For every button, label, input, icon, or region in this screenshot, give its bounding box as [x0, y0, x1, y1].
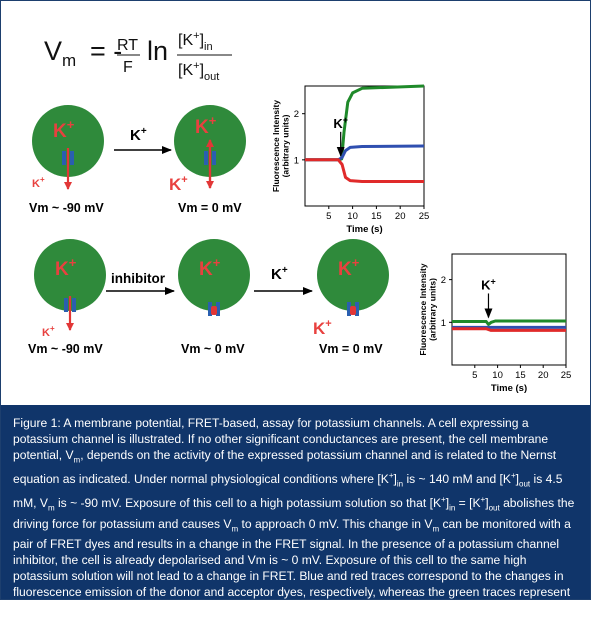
y-tick-label: 2 — [294, 109, 299, 120]
inhibitor-arrow: inhibitor — [106, 271, 175, 295]
svg-text:[K+]in: [K+]in — [178, 30, 213, 53]
x-tick-label: 10 — [492, 370, 503, 381]
svg-text:K+: K+ — [195, 113, 217, 138]
channel-icon — [208, 302, 212, 316]
cell-resting-2: K+ K+ Vm ~ -90 mV — [28, 239, 106, 356]
channel-icon — [347, 302, 351, 316]
channel-icon — [64, 298, 68, 312]
svg-text:F: F — [123, 59, 133, 76]
svg-text:inhibitor: inhibitor — [111, 271, 166, 286]
series-line — [305, 158, 424, 183]
inhibitor-block-icon — [350, 306, 356, 315]
x-tick-label: 15 — [371, 211, 382, 222]
series-line — [452, 319, 566, 326]
fret-chart-1: 5 10 15 20 25 1 2 Time (s) Fluorescence Intensit… — [271, 84, 430, 235]
channel-icon — [62, 151, 66, 165]
svg-text:[K+]out: [K+]out — [178, 60, 219, 83]
svg-text:K+: K+ — [199, 255, 221, 280]
svg-text:K+: K+ — [55, 255, 77, 280]
cell-inhibited: K+ Vm ~ 0 mV — [178, 239, 250, 356]
x-axis-label: Time (s) — [346, 224, 382, 235]
x-tick-label: 20 — [395, 211, 406, 222]
x-tick-label: 25 — [561, 370, 572, 381]
x-tick-label: 5 — [326, 211, 331, 222]
svg-text:K+: K+ — [42, 324, 55, 339]
y-axis-label: Fluorescence Intensity(arbitrary units) — [271, 100, 291, 192]
fret-chart-2: 5 10 15 20 25 1 2 Time (s) Fluorescence Intensit… — [418, 253, 572, 394]
svg-text:K+: K+ — [130, 126, 147, 144]
voltage-label: Vm ~ -90 mV — [28, 342, 103, 356]
x-tick-label: 10 — [347, 211, 358, 222]
k-addition-arrow-2: K+ — [254, 265, 313, 295]
cell-ion-label: K+ — [53, 117, 75, 142]
k-addition-arrow: K+ — [114, 126, 172, 154]
voltage-label: Vm ~ -90 mV — [29, 201, 104, 215]
voltage-label: Vm ~ 0 mV — [181, 342, 245, 356]
y-tick-label: 1 — [441, 318, 446, 329]
series-line — [452, 327, 566, 332]
svg-text:K+: K+ — [271, 265, 288, 283]
svg-text:ln: ln — [147, 36, 168, 66]
y-axis-label: Fluorescence Intensity(arbitrary units) — [418, 263, 438, 355]
svg-text:= -: = - — [90, 36, 122, 66]
nernst-equation: Vm = - RT F ln [K+]in [K+]out — [44, 30, 232, 83]
figure-diagram: Vm = - RT F ln [K+]in [K+]out K+ K+ Vm ~… — [28, 30, 572, 394]
y-tick-label: 2 — [441, 275, 446, 286]
y-tick-label: 1 — [294, 155, 299, 166]
cell-depolarised: K+ K+ Vm = 0 mV — [169, 105, 246, 215]
x-tick-label: 25 — [419, 211, 430, 222]
x-tick-label: 5 — [472, 370, 477, 381]
voltage-label: Vm = 0 mV — [319, 342, 383, 356]
k-annotation-label: K+ — [481, 276, 496, 292]
x-tick-label: 15 — [515, 370, 526, 381]
figure-caption: Figure 1: A membrane potential, FRET-bas… — [1, 405, 590, 615]
svg-text:K+: K+ — [313, 318, 332, 338]
svg-text:K+: K+ — [169, 174, 188, 194]
channel-icon — [204, 151, 208, 165]
svg-text:K+: K+ — [32, 175, 45, 190]
x-axis-label: Time (s) — [491, 383, 527, 394]
svg-text:RT: RT — [117, 37, 138, 54]
plot-frame — [451, 253, 567, 366]
svg-text:Vm: Vm — [44, 36, 76, 70]
voltage-label: Vm = 0 mV — [178, 201, 242, 215]
inhibitor-block-icon — [211, 306, 217, 315]
svg-text:K+: K+ — [338, 255, 360, 280]
cell-resting: K+ K+ Vm ~ -90 mV — [29, 105, 104, 215]
x-tick-label: 20 — [538, 370, 549, 381]
k-annotation-label: K+ — [333, 115, 348, 131]
cell-inhibited-k: K+ K+ Vm = 0 mV — [313, 239, 389, 356]
